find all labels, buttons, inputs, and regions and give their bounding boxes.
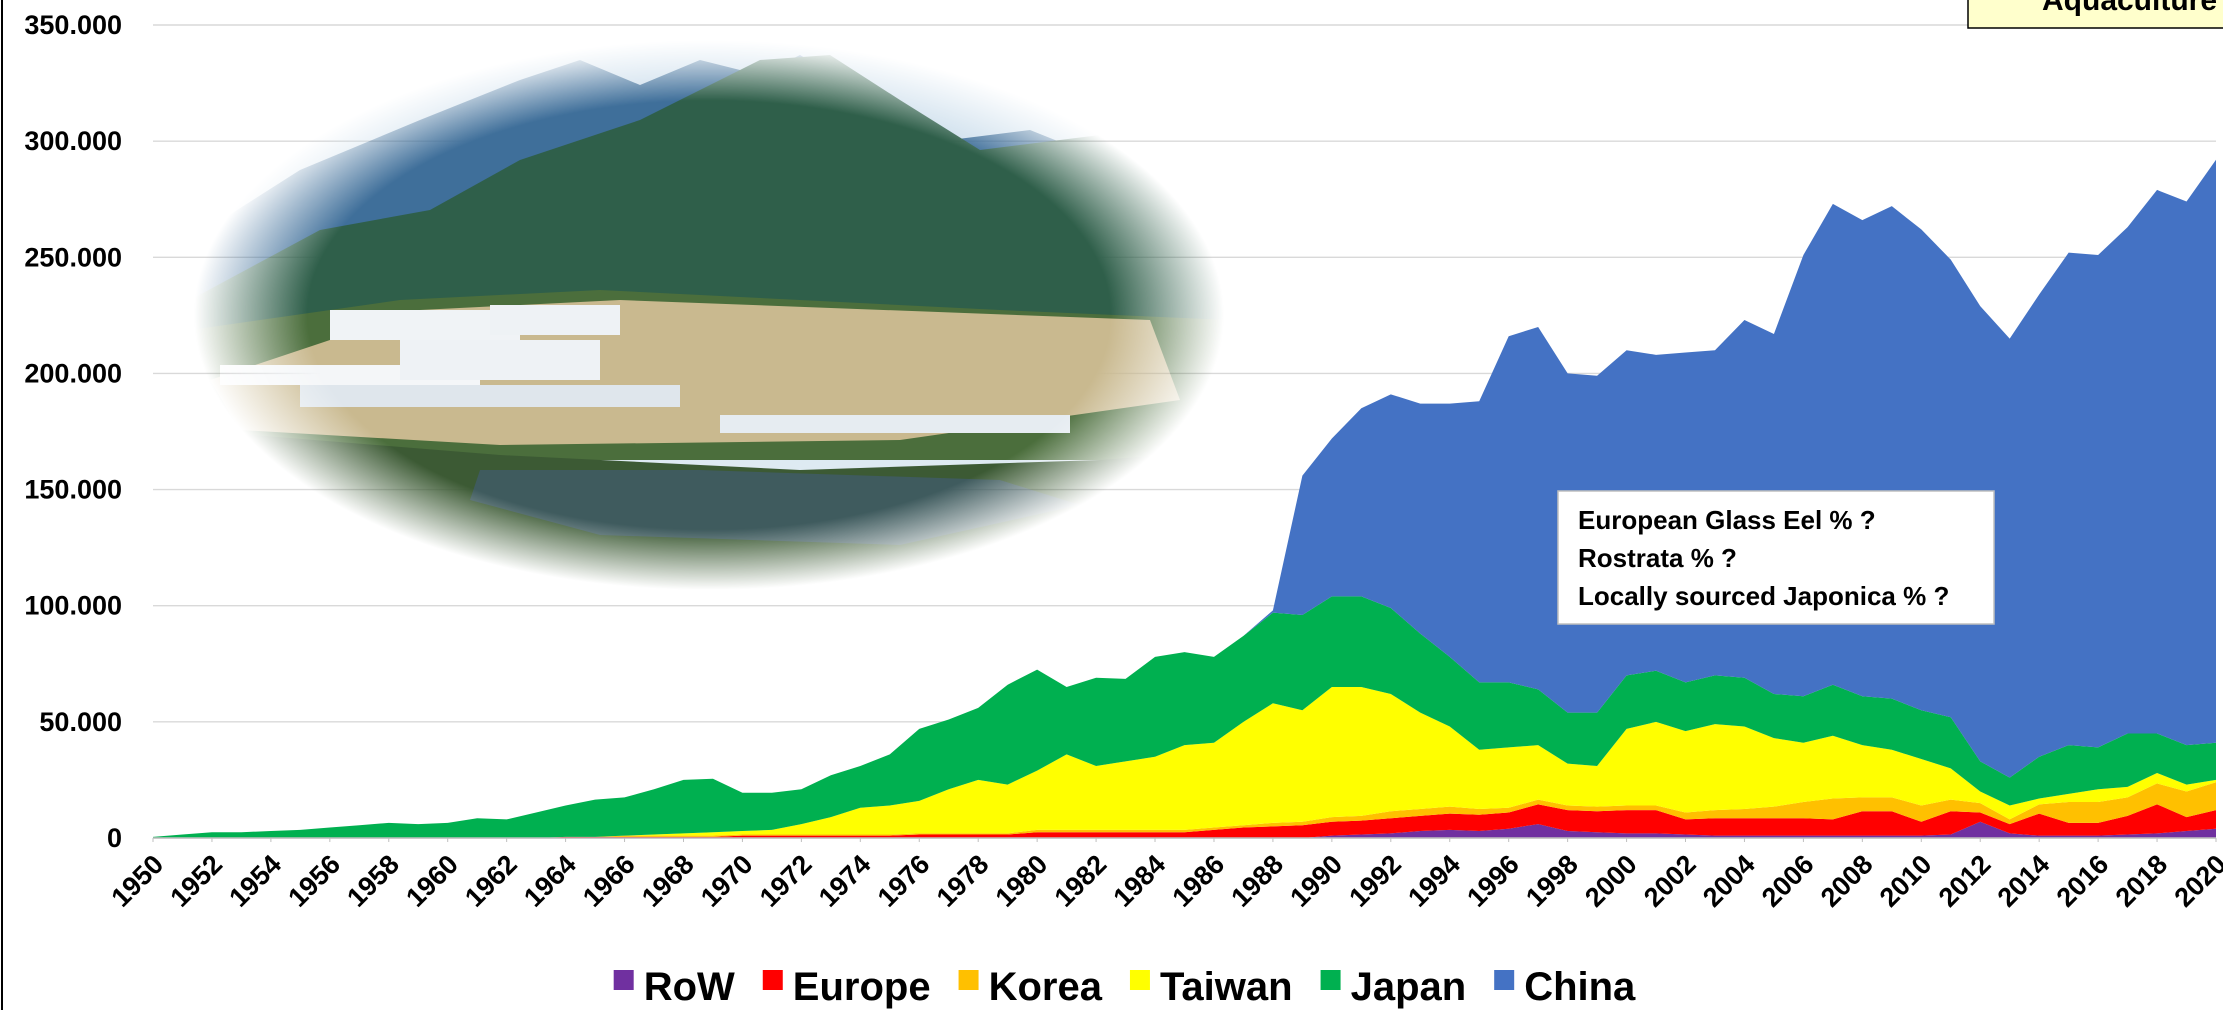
x-tick-label: 2006 [1756, 849, 1820, 913]
x-tick-label: 1988 [1225, 849, 1289, 913]
chart-title: Aquaculture [2042, 0, 2217, 17]
x-tick-label: 1996 [1461, 849, 1525, 913]
x-tick-label: 2010 [1874, 849, 1938, 913]
x-tick-label: 1960 [400, 849, 464, 913]
x-tick-label: 2020 [2169, 849, 2223, 913]
x-tick-label: 1984 [1108, 849, 1172, 913]
x-tick-label: 1966 [577, 849, 641, 913]
x-tick-label: 1952 [164, 849, 228, 913]
x-tick-label: 2012 [1933, 849, 1997, 913]
x-tick-label: 2002 [1638, 849, 1702, 913]
area [153, 687, 2216, 838]
photo [190, 40, 1230, 600]
area [153, 804, 2216, 838]
area [153, 821, 2216, 838]
x-tick-label: 1982 [1049, 849, 1113, 913]
x-tick-label: 1950 [106, 849, 170, 913]
annotation: Locally sourced Japonica % ? [1578, 581, 1949, 611]
annotation-box: European Glass Eel % ? Rostrata % ? Loca… [1557, 490, 1995, 625]
y-tick-label: 300.000 [24, 126, 122, 156]
y-tick-label: 100.000 [24, 591, 122, 621]
area [153, 159, 2216, 837]
title-box: Aquaculture [1967, 0, 2223, 29]
annotation: European Glass Eel % ? [1578, 505, 1876, 535]
y-tick-label: 150.000 [24, 475, 122, 505]
x-tick-label: 1976 [872, 849, 936, 913]
y-tick-label: 0 [107, 823, 122, 853]
areas [153, 159, 2216, 838]
x-tick-label: 1990 [1284, 849, 1348, 913]
x-tick-label: 1986 [1167, 849, 1231, 913]
title-frame [1967, 0, 2223, 29]
legend-label: China [1524, 965, 1636, 1009]
x-tick-label: 2000 [1579, 849, 1643, 913]
x-tick-label: 1994 [1402, 849, 1466, 913]
legend-swatch [613, 970, 634, 990]
y-tick-label: 250.000 [24, 242, 122, 272]
y-tick-label: 350.000 [24, 10, 122, 40]
x-tick-label: 2016 [2051, 849, 2115, 913]
x-tick-label: 2004 [1697, 849, 1761, 913]
x-tick-label: 1968 [636, 849, 700, 913]
area [153, 782, 2216, 838]
x-tick-label: 1970 [695, 849, 759, 913]
legend-label: Japan [1351, 965, 1467, 1009]
legend-swatch [958, 970, 979, 990]
legend-label: Taiwan [1160, 965, 1293, 1009]
legend-swatch [762, 970, 783, 990]
x-tick-label: 1998 [1520, 849, 1584, 913]
x-tick-label: 1956 [282, 849, 346, 913]
legend-swatch [1129, 970, 1150, 990]
legend-label: Korea [989, 965, 1103, 1009]
x-tick-label: 1964 [518, 849, 582, 913]
legend-label: RoW [644, 965, 735, 1009]
x-tick-label: 2008 [1815, 849, 1879, 913]
y-tick-label: 200.000 [24, 358, 122, 388]
x-tick-label: 1978 [931, 849, 995, 913]
annotation: Rostrata % ? [1578, 543, 1737, 573]
y-tick-label: 50.000 [39, 707, 122, 737]
x-tick-label: 1954 [223, 849, 287, 913]
x-tick-label: 1980 [990, 849, 1054, 913]
area [153, 596, 2216, 838]
x-tick-label: 1962 [459, 849, 523, 913]
x-tick-label: 1974 [813, 849, 877, 913]
x-tick-label: 2018 [2110, 849, 2174, 913]
annotation-frame [1557, 490, 1995, 625]
legend-swatch [1494, 970, 1515, 990]
legend: RoW Europe Korea Taiwan Japan China [613, 965, 1636, 1009]
x-tick-label: 1958 [341, 849, 405, 913]
legend-label: Europe [793, 965, 931, 1009]
x-tick-label: 2014 [1992, 849, 2056, 913]
x-tick-label: 1972 [754, 849, 818, 913]
x-tick-label: 1992 [1343, 849, 1407, 913]
legend-swatch [1320, 970, 1341, 990]
